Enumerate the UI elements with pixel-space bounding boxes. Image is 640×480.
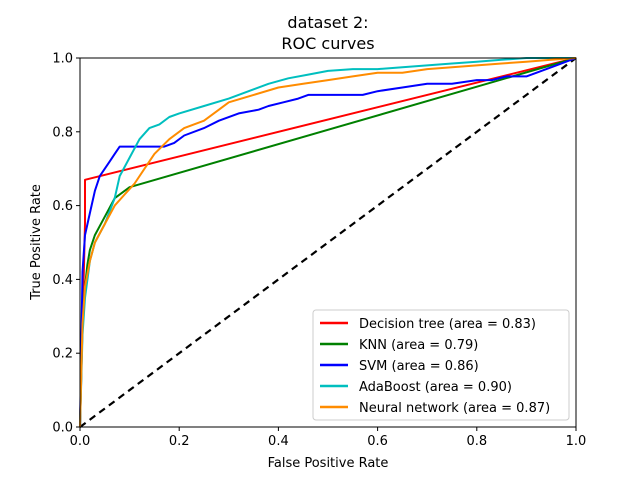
legend-label-1: KNN (area = 0.79): [359, 338, 478, 353]
series-layer: [79, 57, 577, 428]
series-line-2: [79, 57, 577, 428]
y-tick-label: 0.4: [52, 273, 73, 288]
legend-label-4: Neural network (area = 0.87): [359, 401, 550, 416]
legend-label-2: SVM (area = 0.86): [359, 359, 479, 374]
legend-label-3: AdaBoost (area = 0.90): [359, 380, 512, 395]
y-tick-label: 0.2: [52, 347, 73, 362]
x-tick-label: 0.4: [268, 434, 289, 449]
legend-label-0: Decision tree (area = 0.83): [359, 317, 536, 332]
legend: Decision tree (area = 0.83) KNN (area = 0…: [312, 309, 570, 421]
y-tick-label: 0.0: [52, 421, 73, 436]
y-axis-ticks: 0.0 0.2 0.4 0.6 0.8 1.0: [52, 52, 80, 436]
y-tick-label: 1.0: [52, 52, 73, 67]
legend-box: [312, 309, 570, 421]
plot-area: [79, 57, 577, 428]
series-line-4: [79, 57, 577, 428]
x-axis-ticks: 0.0 0.2 0.4 0.6 0.8 1.0: [70, 427, 587, 449]
chart-title-line1: dataset 2:: [287, 13, 368, 32]
x-tick-label: 0.6: [367, 434, 388, 449]
plot-frame: [79, 57, 577, 428]
x-tick-label: 0.0: [70, 434, 91, 449]
x-tick-label: 0.2: [169, 434, 190, 449]
y-tick-label: 0.8: [52, 125, 73, 140]
y-axis-label: True Positive Rate: [29, 184, 44, 301]
x-tick-label: 0.8: [466, 434, 487, 449]
chart-title-line2: ROC curves: [281, 34, 374, 53]
y-tick-label: 0.6: [52, 199, 73, 214]
x-axis-label: False Positive Rate: [268, 456, 389, 471]
x-tick-label: 1.0: [566, 434, 587, 449]
legend-items: Decision tree (area = 0.83) KNN (area = 0…: [320, 317, 550, 416]
